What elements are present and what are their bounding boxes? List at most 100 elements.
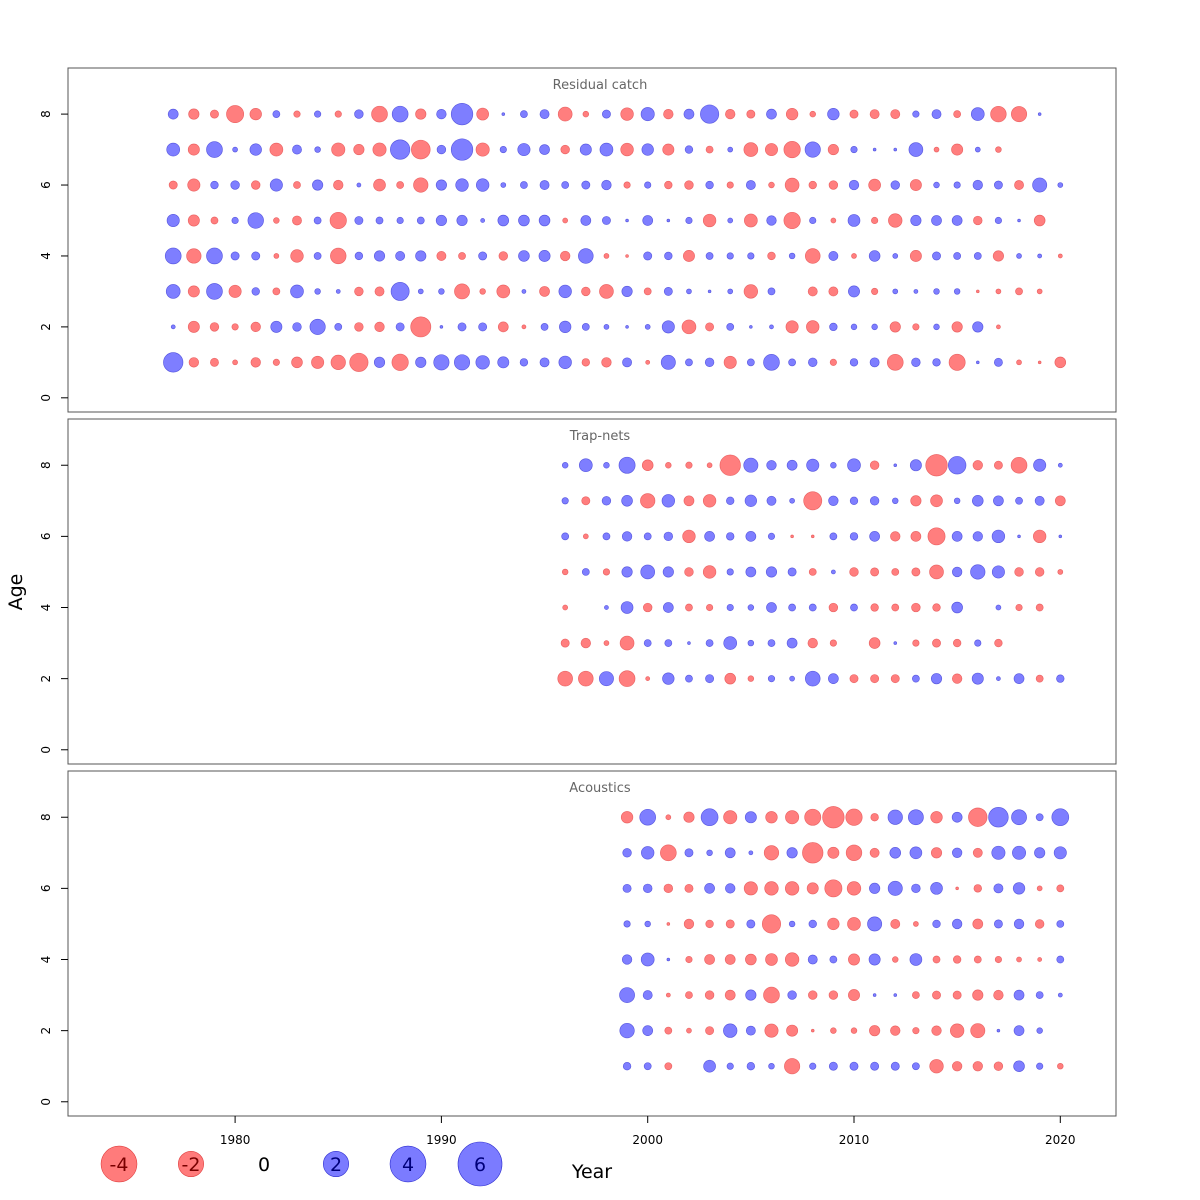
residual-bubble [824, 879, 843, 898]
residual-bubble [666, 922, 671, 926]
residual-bubble [1037, 360, 1042, 365]
residual-bubble [910, 214, 922, 227]
residual-bubble [621, 531, 633, 542]
y-tick-label: 8 [39, 813, 53, 821]
residual-bubble [951, 811, 963, 823]
residual-bubble [848, 953, 860, 966]
y-tick-label: 4 [39, 956, 53, 964]
residual-bubble [705, 1026, 715, 1036]
residual-bubble [209, 322, 220, 332]
residual-bubble [909, 250, 922, 262]
residual-bubble [683, 918, 695, 930]
legend-label: 2 [330, 1154, 342, 1176]
residual-bubble [993, 495, 1004, 507]
residual-bubble [334, 110, 342, 118]
residual-bubble [948, 353, 966, 371]
residual-bubble [206, 283, 223, 300]
residual-bubble [991, 529, 1006, 544]
residual-bubble [645, 676, 651, 681]
residual-bubble [620, 601, 634, 614]
residual-bubble [951, 321, 963, 333]
residual-bubble [767, 639, 776, 647]
residual-bubble [331, 142, 346, 157]
residual-bubble [685, 674, 693, 683]
residual-bubble [893, 993, 898, 997]
residual-bubble [1037, 253, 1043, 259]
residual-bubble [561, 568, 569, 576]
residual-bubble [623, 181, 631, 189]
residual-bubble [932, 638, 941, 648]
residual-bubble [313, 252, 322, 260]
residual-bubble [830, 1027, 837, 1034]
residual-bubble [909, 953, 923, 966]
residual-bubble [705, 145, 714, 154]
residual-bubble [912, 674, 920, 683]
residual-bubble [395, 251, 406, 261]
residual-bubble [829, 955, 838, 964]
residual-bubble [912, 991, 920, 999]
bubbles [163, 102, 1067, 373]
residual-bubble [971, 672, 984, 685]
residual-bubble [518, 250, 530, 262]
residual-bubble [764, 1023, 779, 1038]
residual-bubble [330, 354, 346, 370]
residual-bubble [747, 675, 755, 682]
residual-bubble [995, 288, 1002, 295]
residual-bubble [1034, 847, 1046, 859]
residual-bubble [745, 1025, 756, 1036]
residual-bubble [869, 109, 880, 120]
residual-bubble [251, 287, 260, 296]
residual-bubble [933, 323, 940, 331]
residual-bubble [272, 110, 281, 118]
residual-bubble [478, 251, 488, 261]
residual-bubble [450, 138, 474, 161]
residual-bubble [539, 286, 550, 297]
residual-bubble [972, 531, 983, 542]
residual-bubble [990, 105, 1007, 123]
residual-bubble [1054, 495, 1066, 507]
residual-bubble [685, 358, 693, 367]
residual-bubble [910, 531, 922, 542]
residual-bubble [684, 145, 694, 154]
residual-bubble [356, 182, 362, 188]
residual-bubble [747, 604, 755, 611]
residual-bubble [765, 566, 778, 578]
residual-bubble [1057, 569, 1064, 575]
residual-bubble [763, 986, 780, 1004]
residual-bubble [706, 603, 714, 612]
residual-bubble [744, 811, 757, 824]
residual-bubble [686, 1027, 692, 1034]
residual-bubble [808, 919, 817, 929]
residual-bubble [705, 639, 714, 647]
residual-bubble [644, 324, 651, 330]
residual-bubble [951, 531, 963, 542]
residual-bubble [1011, 809, 1027, 826]
residual-bubble [478, 322, 488, 332]
residual-bubble [333, 179, 344, 191]
residual-bubble [705, 674, 715, 684]
residual-bubble [869, 357, 880, 368]
residual-bubble [766, 215, 777, 226]
residual-bubble [416, 216, 425, 225]
residual-bubble [930, 811, 943, 824]
residual-bubble [805, 248, 821, 264]
residual-bubble [433, 354, 450, 371]
residual-bubble [745, 531, 757, 542]
residual-bubble [933, 181, 940, 189]
x-axis-title: Year [571, 1161, 612, 1183]
residual-bubble [1015, 287, 1023, 296]
residual-bubble [539, 357, 550, 368]
legend-label: 6 [474, 1154, 486, 1176]
residual-bubble [951, 143, 964, 156]
residual-bubble [868, 250, 881, 262]
residual-bubble [808, 568, 817, 576]
residual-bubble [783, 211, 801, 230]
residual-bubble [663, 531, 674, 542]
residual-bubble [890, 531, 901, 542]
residual-bubble [578, 248, 594, 264]
residual-bubble [932, 990, 941, 1000]
residual-bubble [1016, 359, 1022, 366]
residual-bubble [845, 808, 863, 826]
residual-bubble [993, 919, 1003, 929]
residual-bubble [827, 144, 839, 156]
